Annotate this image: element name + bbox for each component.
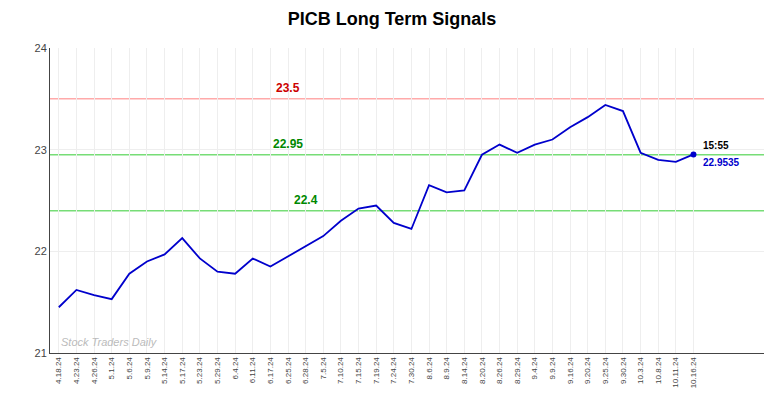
svg-text:6.17.24: 6.17.24 <box>266 357 275 384</box>
svg-text:7.30.24: 7.30.24 <box>407 357 416 384</box>
svg-text:24: 24 <box>35 42 47 54</box>
svg-text:5.1.24: 5.1.24 <box>107 357 116 380</box>
svg-text:6.25.24: 6.25.24 <box>284 357 293 384</box>
svg-text:5.9.24: 5.9.24 <box>143 357 152 380</box>
svg-text:15:55: 15:55 <box>703 140 729 151</box>
svg-text:4.23.24: 4.23.24 <box>72 357 81 384</box>
svg-text:8.26.24: 8.26.24 <box>495 357 504 384</box>
svg-text:8.20.24: 8.20.24 <box>478 357 487 384</box>
svg-text:5.14.24: 5.14.24 <box>160 357 169 384</box>
svg-text:4.26.24: 4.26.24 <box>90 357 99 384</box>
svg-text:10.16.24: 10.16.24 <box>689 357 698 389</box>
svg-text:8.14.24: 8.14.24 <box>460 357 469 384</box>
svg-text:8.29.24: 8.29.24 <box>513 357 522 384</box>
svg-text:7.5.24: 7.5.24 <box>319 357 328 380</box>
svg-text:7.10.24: 7.10.24 <box>336 357 345 384</box>
svg-text:9.25.24: 9.25.24 <box>601 357 610 384</box>
svg-text:8.6.24: 8.6.24 <box>425 357 434 380</box>
svg-text:22.9535: 22.9535 <box>703 157 740 168</box>
svg-text:10.11.24: 10.11.24 <box>671 357 680 388</box>
svg-text:5.29.24: 5.29.24 <box>213 357 222 384</box>
svg-text:8.9.24: 8.9.24 <box>442 357 451 380</box>
svg-text:23: 23 <box>35 144 47 156</box>
svg-text:22.4: 22.4 <box>294 193 318 207</box>
svg-text:9.20.24: 9.20.24 <box>583 357 592 384</box>
svg-text:4.18.24: 4.18.24 <box>54 357 63 384</box>
svg-text:6.28.24: 6.28.24 <box>301 357 310 384</box>
svg-text:9.9.24: 9.9.24 <box>548 357 557 380</box>
svg-text:10.3.24: 10.3.24 <box>636 357 645 384</box>
svg-text:23.5: 23.5 <box>276 81 300 95</box>
svg-text:5.17.24: 5.17.24 <box>178 357 187 384</box>
svg-text:5.6.24: 5.6.24 <box>125 357 134 380</box>
svg-text:9.4.24: 9.4.24 <box>530 357 539 380</box>
svg-text:9.16.24: 9.16.24 <box>566 357 575 384</box>
svg-text:Stock Traders Daily: Stock Traders Daily <box>61 336 158 348</box>
svg-text:PICB Long Term Signals: PICB Long Term Signals <box>288 9 497 29</box>
svg-text:22.95: 22.95 <box>273 137 303 151</box>
svg-text:7.19.24: 7.19.24 <box>372 357 381 384</box>
svg-text:7.15.24: 7.15.24 <box>354 357 363 384</box>
svg-text:7.24.24: 7.24.24 <box>389 357 398 384</box>
svg-text:22: 22 <box>35 245 47 257</box>
svg-text:5.23.24: 5.23.24 <box>195 357 204 384</box>
svg-text:9.30.24: 9.30.24 <box>619 357 628 384</box>
svg-text:6.4.24: 6.4.24 <box>231 357 240 380</box>
svg-text:10.8.24: 10.8.24 <box>654 357 663 384</box>
svg-text:21: 21 <box>35 347 47 359</box>
svg-text:6.11.24: 6.11.24 <box>248 357 257 384</box>
